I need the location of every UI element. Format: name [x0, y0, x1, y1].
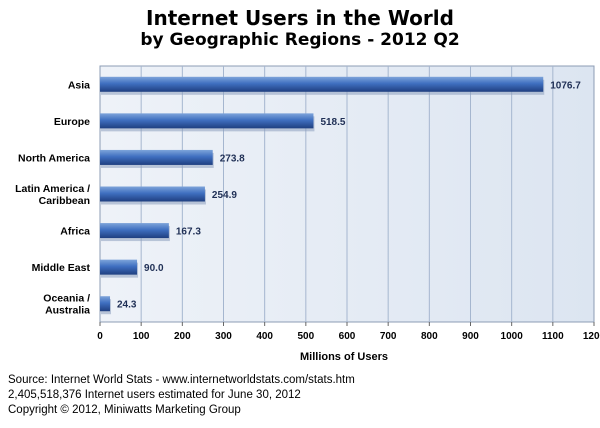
data-label: 167.3: [176, 227, 201, 238]
y-tick-label: Europe: [54, 116, 90, 128]
bar: [100, 76, 544, 92]
data-label: 254.9: [212, 190, 237, 201]
copyright-line: Copyright © 2012, Miniwatts Marketing Gr…: [8, 404, 241, 416]
users-estimate-line: 2,405,518,376 Internet users estimated f…: [8, 389, 301, 401]
x-tick-label: 1100: [542, 331, 564, 342]
data-label: 24.3: [117, 300, 137, 311]
x-tick-label: 1200: [583, 331, 600, 342]
source-line: Source: Internet World Stats - www.inter…: [8, 374, 355, 386]
x-tick-label: 400: [256, 331, 273, 342]
bar: [100, 259, 138, 275]
bar: [100, 149, 213, 165]
x-tick-label: 300: [215, 331, 232, 342]
x-tick-label: 0: [97, 331, 103, 342]
y-tick-label: Asia: [68, 79, 90, 91]
data-label: 90.0: [144, 263, 164, 274]
x-tick-label: 800: [421, 331, 438, 342]
y-tick-label: Africa: [60, 226, 90, 238]
data-label: 1076.7: [550, 80, 581, 91]
bar: [100, 296, 111, 312]
x-tick-label: 600: [339, 331, 356, 342]
data-label: 518.5: [320, 117, 345, 128]
x-axis-title: Millions of Users: [300, 351, 388, 363]
x-tick-label: 700: [380, 331, 397, 342]
x-tick-label: 200: [174, 331, 191, 342]
x-tick-label: 900: [462, 331, 479, 342]
bar: [100, 223, 169, 239]
y-tick-label: Oceania /: [43, 293, 90, 305]
y-tick-label: Australia: [45, 305, 90, 317]
y-tick-label: North America: [18, 152, 90, 164]
chart-subtitle: by Geographic Regions - 2012 Q2: [140, 30, 460, 50]
x-tick-label: 500: [297, 331, 314, 342]
y-tick-label: Middle East: [32, 262, 91, 274]
bar: [100, 113, 314, 129]
bar: [100, 186, 205, 202]
data-label: 273.8: [220, 153, 245, 164]
x-tick-label: 1000: [501, 331, 524, 342]
y-tick-label: Latin America /: [15, 183, 90, 195]
y-tick-label: Caribbean: [39, 195, 90, 207]
chart-title: Internet Users in the World: [146, 6, 454, 30]
x-tick-label: 100: [133, 331, 150, 342]
